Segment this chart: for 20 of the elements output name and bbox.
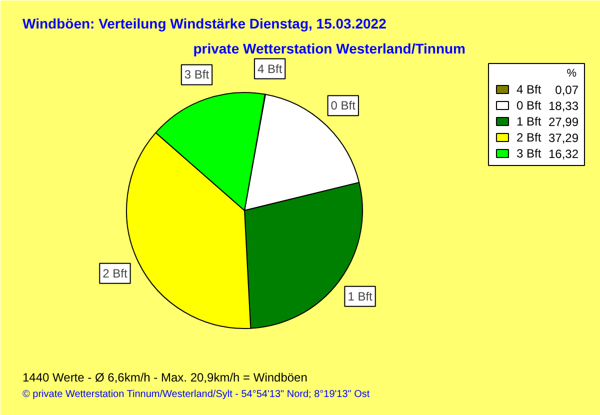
- legend-label: 1 Bft: [516, 114, 542, 128]
- text: 1440 Werte - Ø 6,6km/h - Max. 20,9km/h = Windböen: [22, 370, 308, 384]
- legend-label: 4 Bft: [516, 82, 542, 96]
- slice-label: 3 Bft: [184, 68, 210, 82]
- data-label: 27,99: [548, 115, 579, 129]
- data-label: 0,07: [555, 83, 579, 97]
- text: © private Wetterstation Tinnum/Westerland/Sylt - 54°54'13" Nord; 8°19'13" Ost: [22, 389, 370, 400]
- legend-title: %: [566, 68, 577, 80]
- slice-label: 2 Bft: [102, 266, 128, 280]
- slice-label: 0 Bft: [330, 98, 356, 113]
- chart-subtitle: private Wetterstation Westerland/Tinnum: [193, 40, 466, 56]
- legend-label: 2 Bft: [516, 130, 542, 144]
- legend-label: 0 Bft: [516, 98, 542, 112]
- data-label: 16,32: [548, 147, 579, 161]
- slice-label: 1 Bft: [348, 289, 374, 304]
- chart-title: Windböen: Verteilung Windstärke Dienstag, 15.03.2022: [22, 16, 387, 32]
- data-label: 18,33: [548, 99, 579, 113]
- data-label: 37,29: [548, 131, 579, 145]
- legend-label: 3 Bft: [516, 146, 542, 160]
- slice-label: 4 Bft: [257, 62, 283, 76]
